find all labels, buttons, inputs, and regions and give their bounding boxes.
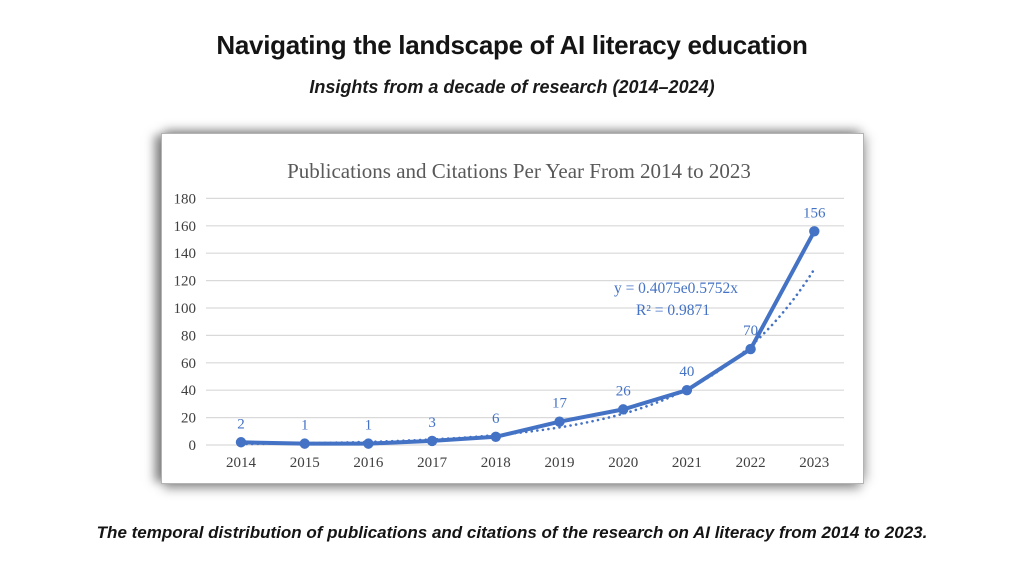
publications-citations-line-chart: Publications and Citations Per Year From… <box>174 159 844 471</box>
y-tick-label: 0 <box>189 438 197 454</box>
data-point-marker <box>554 416 565 427</box>
x-tick-label: 2021 <box>672 455 702 471</box>
y-tick-label: 40 <box>181 383 196 399</box>
y-tick-label: 100 <box>174 301 197 317</box>
x-tick-label: 2016 <box>353 455 384 471</box>
data-point-label: 6 <box>492 411 500 427</box>
x-tick-label: 2017 <box>417 455 448 471</box>
x-tick-label: 2015 <box>290 455 320 471</box>
data-point-marker <box>618 404 629 415</box>
chart-panel: Publications and Citations Per Year From… <box>161 133 864 484</box>
trendline-equation: y = 0.4075e0.5752x <box>614 280 738 297</box>
data-point-label: 17 <box>552 396 568 412</box>
data-point-marker <box>745 343 756 355</box>
data-point-marker <box>681 385 693 396</box>
chart-title: Publications and Citations Per Year From… <box>287 159 751 183</box>
data-point-marker <box>809 226 820 237</box>
data-point-label: 2 <box>237 416 245 432</box>
data-point-marker <box>490 431 501 442</box>
data-point-label: 1 <box>301 418 309 434</box>
data-point-marker <box>299 438 310 449</box>
y-tick-label: 120 <box>174 274 197 290</box>
data-point-label: 26 <box>616 383 632 399</box>
y-tick-label: 140 <box>174 246 197 262</box>
x-tick-label: 2023 <box>799 455 829 471</box>
y-tick-label: 80 <box>181 328 196 344</box>
y-tick-label: 160 <box>174 219 197 235</box>
data-point-marker <box>363 438 374 449</box>
x-tick-label: 2014 <box>226 455 257 471</box>
y-tick-label: 60 <box>181 356 196 372</box>
x-tick-label: 2022 <box>736 455 766 471</box>
x-tick-label: 2019 <box>545 455 575 471</box>
data-point-label: 156 <box>803 205 826 221</box>
data-line <box>239 229 817 446</box>
data-point-label: 3 <box>428 415 436 431</box>
trendline-r2: R² = 0.9871 <box>636 302 710 319</box>
slide-subtitle: Insights from a decade of research (2014… <box>309 77 715 97</box>
x-tick-label: 2018 <box>481 455 511 471</box>
y-tick-label: 180 <box>174 191 197 207</box>
figure-caption: The temporal distribution of publication… <box>96 523 928 542</box>
data-point-label: 1 <box>365 418 373 434</box>
data-point-label: 40 <box>679 364 694 380</box>
slide-title: Navigating the landscape of AI literacy … <box>216 30 808 60</box>
data-point-label: 70 <box>743 323 758 339</box>
data-point-marker <box>426 435 438 447</box>
y-tick-label: 20 <box>181 411 196 427</box>
data-point-marker <box>235 437 247 448</box>
x-tick-label: 2020 <box>608 455 638 471</box>
